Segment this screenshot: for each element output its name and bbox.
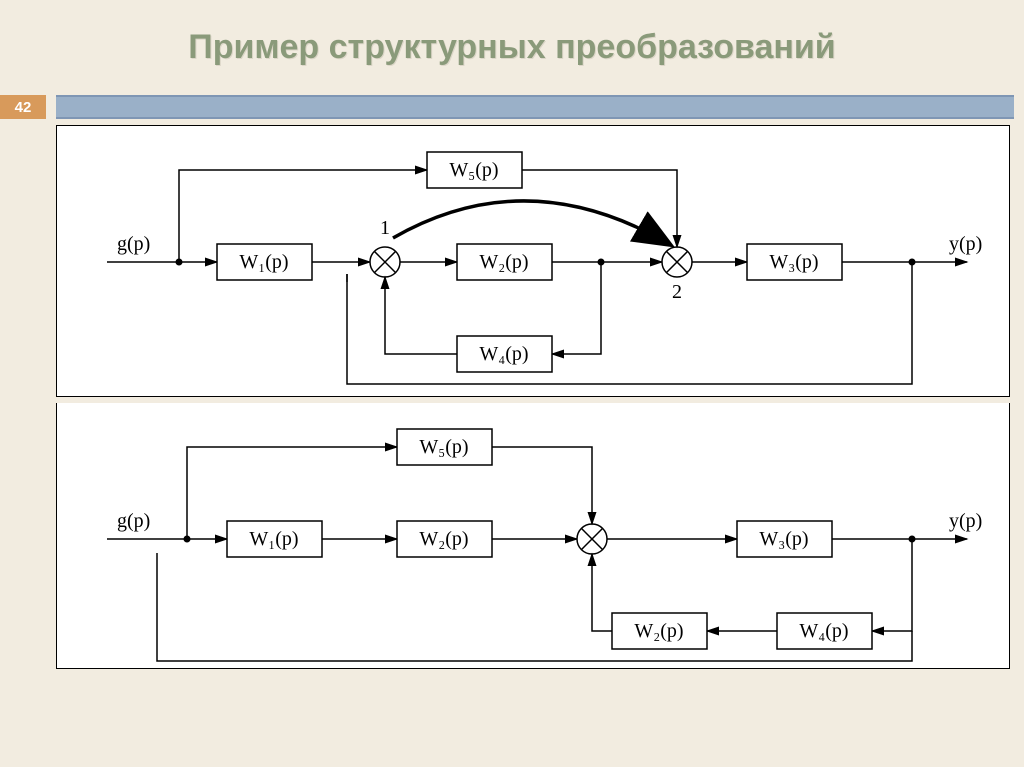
block-w2-b-label: W₂(p) [419, 528, 468, 550]
summing-junction-1 [370, 247, 400, 277]
block-w1-label: W₁(p) [239, 251, 288, 273]
block-w4-label: W₄(p) [479, 343, 528, 365]
input-label-2: g(p) [117, 510, 150, 532]
diagram-bottom: g(p) W₁(p) W₂(p) W₃(p) y(p) W₅(p) W₄(p) … [56, 403, 1010, 669]
block-w5-label: W₅(p) [449, 159, 498, 181]
summing-junction-2 [662, 247, 692, 277]
block-w5-b-label: W₅(p) [419, 436, 468, 458]
block-w2-label: W₂(p) [479, 251, 528, 273]
block-w3-b-label: W₃(p) [759, 528, 808, 550]
input-label: g(p) [117, 233, 150, 255]
output-label: y(p) [949, 233, 982, 255]
block-w2b-label: W₂(p) [634, 620, 683, 642]
output-label-2: y(p) [949, 510, 982, 532]
slide-bar: 42 [0, 95, 1024, 119]
diagram-top: g(p) W₁(p) 1 W₂(p) 2 W₃(p) y(p) W₅(p) W₄… [56, 125, 1010, 397]
sum1-label: 1 [380, 217, 390, 239]
page-number-badge: 42 [0, 95, 46, 119]
reorder-arrow [393, 201, 669, 244]
summing-junction-b [577, 524, 607, 554]
block-w1-b-label: W₁(p) [249, 528, 298, 550]
block-w3-label: W₃(p) [769, 251, 818, 273]
sum2-label: 2 [672, 281, 682, 303]
block-w4-b-label: W₄(p) [799, 620, 848, 642]
page-title: Пример структурных преобразований [0, 28, 1024, 67]
